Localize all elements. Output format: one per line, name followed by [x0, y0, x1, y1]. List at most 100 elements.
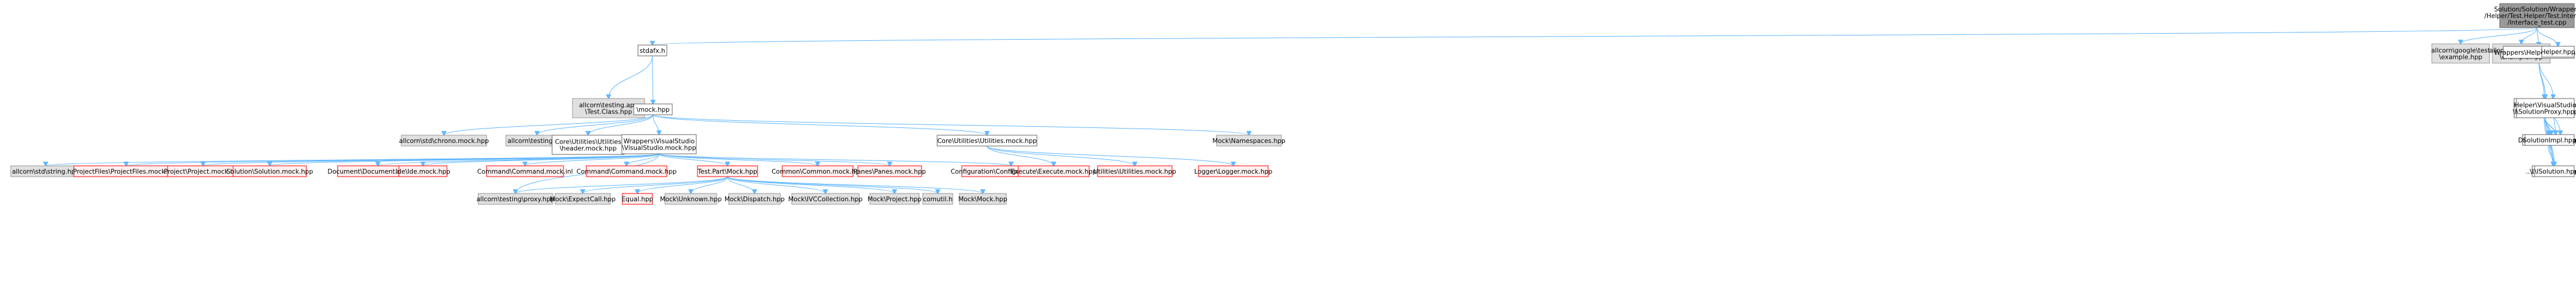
node-box	[2534, 165, 2575, 177]
node-isolution[interactable]: ..\ISolution.hpp	[2530, 165, 2576, 177]
node-core-utilities-mock[interactable]: Core\Utilities\Utilities.mock.hpp	[937, 135, 1037, 147]
node-mock-hpp[interactable]: \mock.hpp	[633, 103, 673, 115]
edge-testpart-mock-to-mock-unknown	[691, 176, 728, 193]
node-box	[232, 165, 307, 177]
node-mock-unknown[interactable]: Mock\Unknown.hpp	[660, 193, 722, 205]
edge-mock-hpp-to-testing-hpp	[537, 114, 654, 135]
node-label: Equal.hpp	[622, 196, 654, 203]
node-box	[2499, 3, 2575, 28]
node-label: Helper\VisualStudio	[2514, 102, 2576, 109]
node-helper-hpp[interactable]: Helper.hpp	[2541, 46, 2575, 58]
node-projectfiles-mock[interactable]: ProjectFiles\ProjectFiles.mock.hpp	[73, 165, 180, 177]
edge-core-utilities-mock-to-execute-mock	[986, 145, 1054, 166]
node-label: Mock\Unknown.hpp	[660, 196, 722, 203]
node-box	[2524, 134, 2575, 146]
node-mock-namespaces[interactable]: Mock\Namespaces.hpp	[1212, 135, 1286, 147]
node-label: \SolutionProxy.hpp	[2517, 109, 2575, 116]
node-comutil[interactable]: comutil.h	[922, 193, 953, 205]
node-label: allcorn\testing.app	[579, 102, 639, 109]
node-box	[959, 193, 1007, 205]
node-label: \Test.Class.hpp	[585, 109, 633, 116]
node-box	[401, 135, 487, 147]
edge-wrappers-helper-to-hv-solution	[2538, 58, 2545, 99]
node-label: Utilities\Utilities.mock.hpp	[1093, 168, 1176, 175]
node-common-mock[interactable]: Common\Common.mock.hpp	[771, 165, 864, 177]
node-logger-mock[interactable]: Logger\Logger.mock.hpp	[1194, 165, 1272, 177]
edge-testpart-mock-to-expectcall	[583, 176, 728, 193]
node-chrono-mock[interactable]: allcorn\std\chrono.mock.hpp	[399, 135, 489, 147]
node-label: SolutionImpl.hpp	[2523, 137, 2576, 144]
node-testing-app[interactable]: allcorn\testing.app\Test.Class.hpp	[572, 98, 645, 118]
node-mock-ivc[interactable]: Mock\IVCCollection.hpp	[788, 193, 863, 205]
edge-core-utilities-mock-to-logger-mock	[986, 145, 1233, 166]
node-equal-hpp[interactable]: Equal.hpp	[622, 193, 654, 205]
node-expectcall[interactable]: Mock\ExpectCall.hpp	[550, 193, 616, 205]
node-label: Ide\Ide.mock.hpp	[395, 168, 450, 175]
node-solution-mock[interactable]: Solution\Solution.mock.hpp	[226, 165, 314, 177]
node-label: Wrappers\VisualStudio	[624, 138, 695, 145]
node-box	[922, 193, 953, 205]
edge-mock-hpp-to-core-header-mock	[588, 114, 654, 135]
node-label: comutil.h	[923, 196, 952, 203]
edge-wrappers-helper-to-helper-is	[2538, 58, 2553, 99]
node-std-string[interactable]: allcorn\std\string.hpp	[10, 165, 81, 177]
node-label: /Interface_test.cpp	[2508, 19, 2567, 26]
node-execute-mock[interactable]: Execute\Execute.mock.hpp	[1011, 165, 1097, 177]
node-box	[478, 193, 553, 205]
node-command-mock[interactable]: Command\Command.mock.hpp	[577, 165, 677, 177]
node-label: Core\Utilities\Utilities	[555, 139, 621, 146]
node-label: ..\ISolution.hpp	[2530, 168, 2576, 175]
edge-wrappers-vs-to-common-mock	[658, 153, 818, 166]
edge-mock-hpp-to-wrappers-vs	[652, 114, 659, 135]
edge-testpart-mock-to-mock-ivc	[727, 176, 825, 193]
node-label: Command\Command.mock.inl	[477, 168, 573, 175]
edge-root-to-google-test	[2461, 27, 2538, 44]
node-solution-impl[interactable]: SolutionImpl.hpp	[2523, 134, 2576, 146]
node-testing-proxy[interactable]: allcorn\testing\proxy.hpp	[476, 193, 554, 205]
node-label: \header.mock.hpp	[560, 145, 617, 153]
edge-root-to-google-mock	[2521, 27, 2538, 44]
node-wrappers-vs[interactable]: Wrappers\VisualStudio\VisualStudio.mock.…	[621, 134, 697, 154]
node-box	[1097, 165, 1173, 177]
node-box	[551, 135, 625, 155]
node-project-mock[interactable]: Project\Project.mock.hpp	[164, 165, 243, 177]
node-label: Project\Project.mock.hpp	[164, 168, 243, 175]
node-mock-mock[interactable]: Mock\Mock.hpp	[958, 193, 1007, 205]
edge-stdafx-to-testing-app	[609, 55, 653, 99]
node-hv-solution[interactable]: Helper\VisualStudio\SolutionProxy.hpp	[2514, 98, 2576, 118]
node-utilities-mock[interactable]: Utilities\Utilities.mock.hpp	[1093, 165, 1176, 177]
edge-core-utilities-mock-to-utilities-mock	[986, 145, 1135, 166]
node-label: Core\Utilities\Utilities.mock.hpp	[937, 138, 1037, 145]
node-label: /Helper/Test.Helper/Test.Interface	[2484, 13, 2576, 20]
edge-testpart-mock-to-mock-mock	[727, 176, 983, 193]
edge-root-to-helper-hpp	[2536, 27, 2558, 46]
node-command-mock-inl[interactable]: Command\Command.mock.inl	[477, 165, 573, 177]
node-ide-mock[interactable]: Ide\Ide.mock.hpp	[395, 165, 451, 177]
node-testpart-mock[interactable]: Test.Part\Mock.hpp	[697, 165, 758, 177]
node-label: allcorn\std\chrono.mock.hpp	[399, 138, 489, 145]
node-box	[1198, 165, 1269, 177]
edge-wrappers-vs-to-panes-mock	[658, 153, 890, 166]
edge-mock-hpp-to-mock-namespaces	[652, 114, 1249, 135]
node-core-header-mock[interactable]: Core\Utilities\Utilities\header.mock.hpp	[551, 135, 625, 155]
edge-wrappers-vs-to-std-string	[46, 153, 660, 166]
node-label: Mock\Mock.hpp	[958, 196, 1007, 203]
node-label: Common\Common.mock.hpp	[771, 168, 864, 175]
node-box	[728, 193, 781, 205]
node-box	[937, 135, 1037, 147]
node-label: stdafx.h	[640, 47, 666, 55]
node-label: Execute\Execute.mock.hpp	[1011, 168, 1097, 175]
node-box	[554, 193, 611, 205]
node-label: Solution\Solution.mock.hpp	[226, 168, 314, 175]
node-box	[486, 165, 564, 177]
node-stdafx[interactable]: stdafx.h	[637, 44, 667, 56]
node-mock-dispatch[interactable]: Mock\Dispatch.hpp	[724, 193, 785, 205]
node-root[interactable]: Solution/Solution/Wrappers/Helper/Test.H…	[2484, 3, 2576, 28]
node-google-test[interactable]: allcorn\google\test\example.hpp	[2431, 43, 2490, 64]
node-label: \mock.hpp	[636, 106, 670, 114]
edge-testpart-mock-to-mock-project	[727, 176, 895, 193]
node-mock-project[interactable]: Mock\Project.hpp	[867, 193, 922, 205]
edge-wrappers-vs-to-command-mock	[627, 153, 660, 166]
node-panes-mock[interactable]: Panes\Panes.mock.hpp	[854, 165, 926, 177]
